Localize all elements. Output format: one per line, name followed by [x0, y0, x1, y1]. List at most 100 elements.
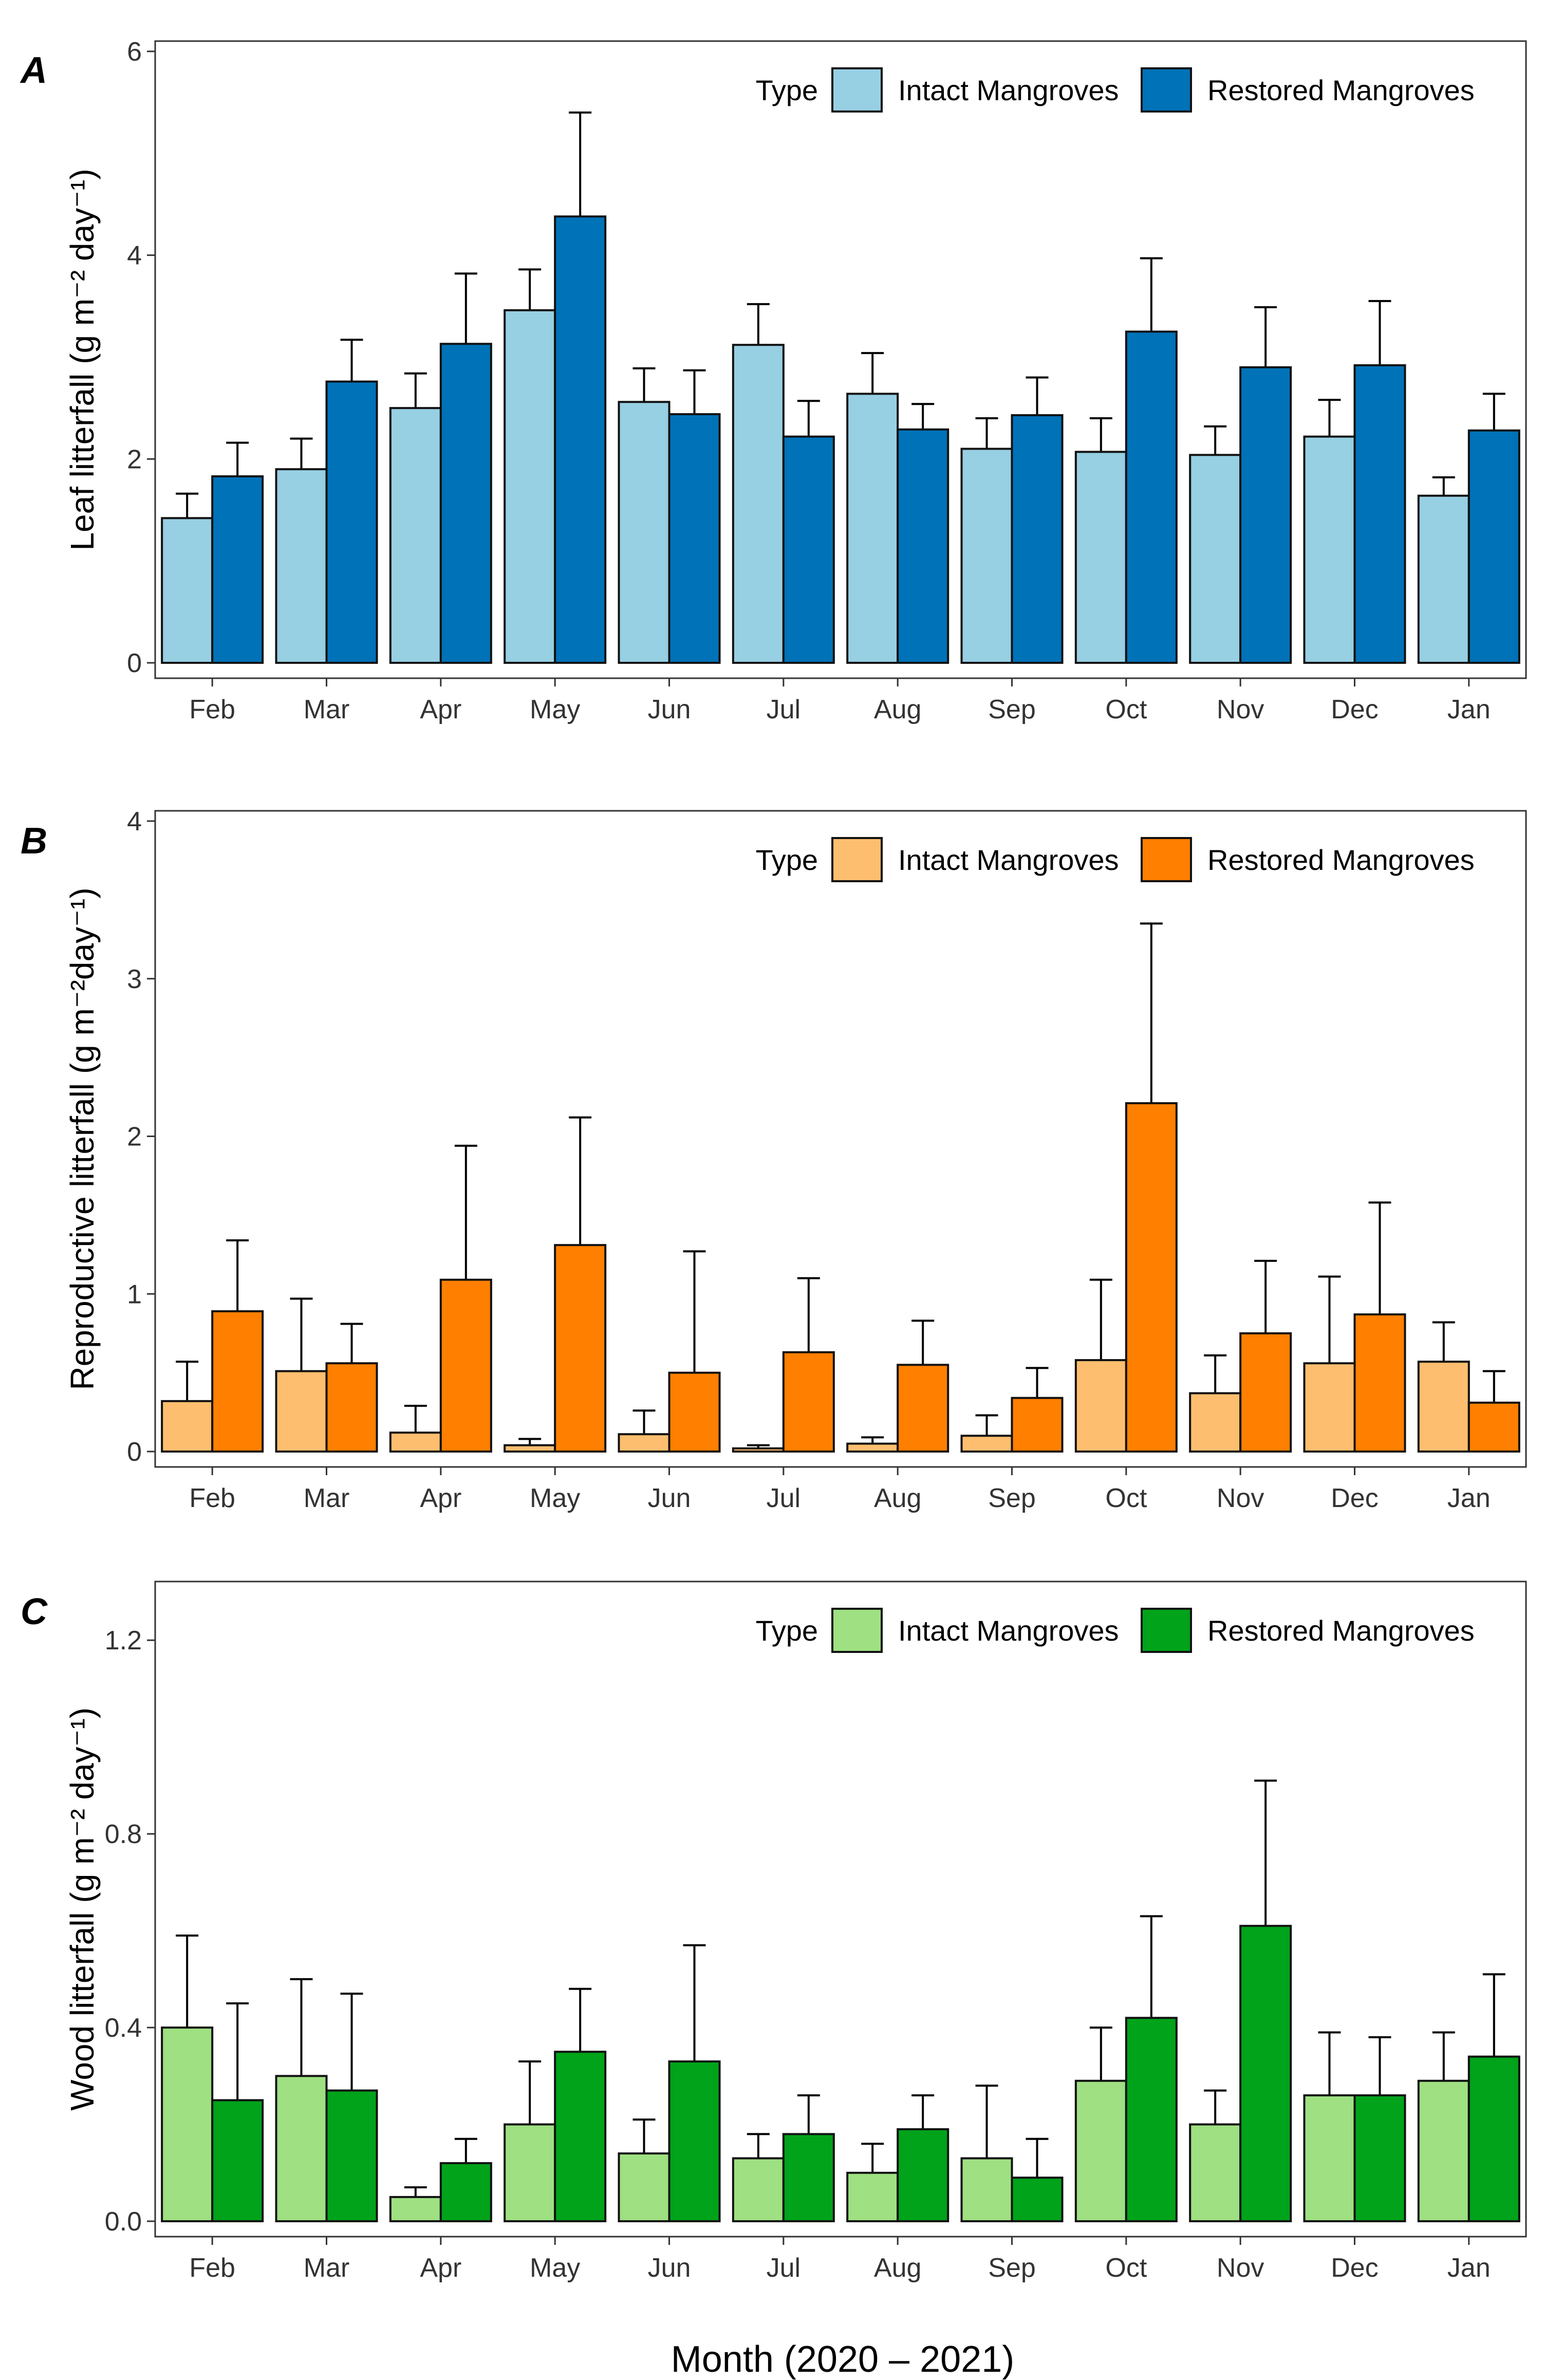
x-tick-label: May	[530, 2253, 580, 2283]
y-tick-label: 3	[127, 964, 142, 994]
bar-restored-jul	[782, 1351, 835, 1453]
x-tick-label: Aug	[874, 695, 922, 724]
bar-intact-jun	[618, 2152, 671, 2223]
bar-restored-jan	[1467, 429, 1520, 664]
y-tick-label: 2	[127, 444, 142, 474]
panel-C-frame	[154, 1581, 1527, 2238]
legend-swatch-intact	[831, 837, 883, 882]
bar-restored-may	[554, 215, 607, 664]
x-tick-label: Nov	[1217, 695, 1264, 724]
legend-swatch-restored	[1141, 1608, 1192, 1653]
bar-intact-mar	[275, 2075, 328, 2222]
x-tick-label: Jul	[767, 1483, 801, 1513]
y-axis-title: Leaf litterfall (g m⁻² day⁻¹)	[64, 169, 101, 550]
bar-restored-apr	[439, 2162, 492, 2222]
bar-restored-aug	[897, 428, 950, 664]
bar-intact-may	[504, 1444, 556, 1453]
x-tick-label: Apr	[420, 1483, 461, 1513]
bar-restored-aug	[897, 1364, 950, 1453]
bar-intact-aug	[846, 1442, 899, 1453]
legend-label-restored: Restored Mangroves	[1207, 844, 1475, 876]
y-axis-title: Reproductive litterfall (g m⁻²day⁻¹)	[64, 887, 101, 1390]
legend-label-restored: Restored Mangroves	[1207, 1614, 1475, 1647]
legend-title: Type	[756, 1614, 818, 1647]
x-tick-label: Feb	[189, 695, 235, 724]
bar-intact-aug	[846, 393, 899, 664]
bar-restored-jun	[668, 1371, 721, 1453]
x-tick-label: Apr	[420, 695, 461, 724]
x-tick-label: Dec	[1331, 1483, 1378, 1513]
bar-restored-oct	[1125, 2017, 1178, 2222]
bar-intact-dec	[1303, 2094, 1356, 2222]
bar-restored-mar	[325, 2089, 378, 2222]
bar-intact-dec	[1303, 435, 1356, 664]
bar-restored-feb	[211, 1310, 264, 1453]
x-tick-label: Oct	[1105, 1483, 1147, 1513]
panel-A-frame	[154, 40, 1527, 679]
y-tick-label: 0.0	[105, 2207, 142, 2237]
bar-restored-may	[554, 2051, 607, 2223]
x-tick-label: Mar	[304, 1483, 350, 1513]
bar-restored-dec	[1353, 364, 1406, 664]
bar-intact-jun	[618, 401, 671, 664]
x-tick-label: Feb	[189, 1483, 235, 1513]
x-tick-label: May	[530, 695, 580, 724]
bar-intact-jul	[732, 344, 785, 664]
x-tick-label: Dec	[1331, 695, 1378, 724]
y-tick-label: 4	[127, 807, 142, 836]
x-tick-label: Jan	[1447, 1483, 1491, 1513]
bar-restored-oct	[1125, 330, 1178, 664]
bar-restored-sep	[1011, 2177, 1064, 2223]
bar-restored-jun	[668, 413, 721, 664]
legend-swatch-intact	[831, 1608, 883, 1653]
bar-intact-dec	[1303, 1362, 1356, 1453]
y-tick-label: 1	[127, 1279, 142, 1309]
legend-label-intact: Intact Mangroves	[898, 74, 1119, 106]
bar-intact-nov	[1189, 2123, 1242, 2223]
bar-intact-jul	[732, 2157, 785, 2222]
bar-intact-mar	[275, 1370, 328, 1453]
bar-restored-dec	[1353, 1313, 1406, 1453]
x-tick-label: Nov	[1217, 2253, 1264, 2283]
y-tick-label: 0	[127, 1437, 142, 1467]
x-tick-label: Oct	[1105, 695, 1147, 724]
bar-intact-sep	[960, 2157, 1013, 2222]
bar-intact-jan	[1417, 494, 1470, 664]
bar-restored-jul	[782, 435, 835, 664]
legend-swatch-intact	[831, 67, 883, 113]
x-tick-label: Jul	[767, 695, 801, 724]
panel-C: C 0.0 0.4 0.8 1.2 Wood litterfall (g m⁻² day⁻…	[21, 1581, 1527, 2283]
x-tick-label: Nov	[1217, 1483, 1264, 1513]
legend-swatch-restored	[1141, 67, 1192, 113]
panel-B-letter: B	[21, 821, 47, 862]
bar-restored-aug	[897, 2128, 950, 2222]
bar-restored-mar	[325, 1362, 378, 1453]
x-tick-label: Aug	[874, 2253, 922, 2283]
panel-C-letter: C	[21, 1591, 48, 1632]
legend-label-restored: Restored Mangroves	[1207, 74, 1475, 106]
x-tick-label: Sep	[988, 1483, 1036, 1513]
bar-intact-oct	[1074, 1359, 1127, 1453]
bar-intact-apr	[389, 1431, 442, 1453]
x-tick-label: Oct	[1105, 2253, 1147, 2283]
bar-restored-apr	[439, 343, 492, 664]
bar-restored-dec	[1353, 2094, 1406, 2222]
y-tick-label: 1.2	[105, 1626, 142, 1656]
legend-swatch-restored	[1141, 837, 1192, 882]
bar-restored-jul	[782, 2133, 835, 2223]
y-tick-label: 6	[127, 37, 142, 67]
x-tick-label: Jun	[648, 695, 691, 724]
x-tick-label: Mar	[304, 2253, 350, 2283]
y-tick-label: 0	[127, 648, 142, 678]
y-axis-title: Wood litterfall (g m⁻² day⁻¹)	[64, 1707, 101, 2111]
x-tick-label: Jan	[1447, 695, 1491, 724]
legend-title: Type	[756, 74, 818, 106]
bar-intact-may	[504, 2123, 556, 2223]
y-tick-label: 0.4	[105, 2013, 142, 2043]
bar-restored-sep	[1011, 1397, 1064, 1453]
x-tick-label: Sep	[988, 2253, 1036, 2283]
bar-restored-feb	[211, 475, 264, 664]
bar-restored-nov	[1239, 366, 1292, 664]
